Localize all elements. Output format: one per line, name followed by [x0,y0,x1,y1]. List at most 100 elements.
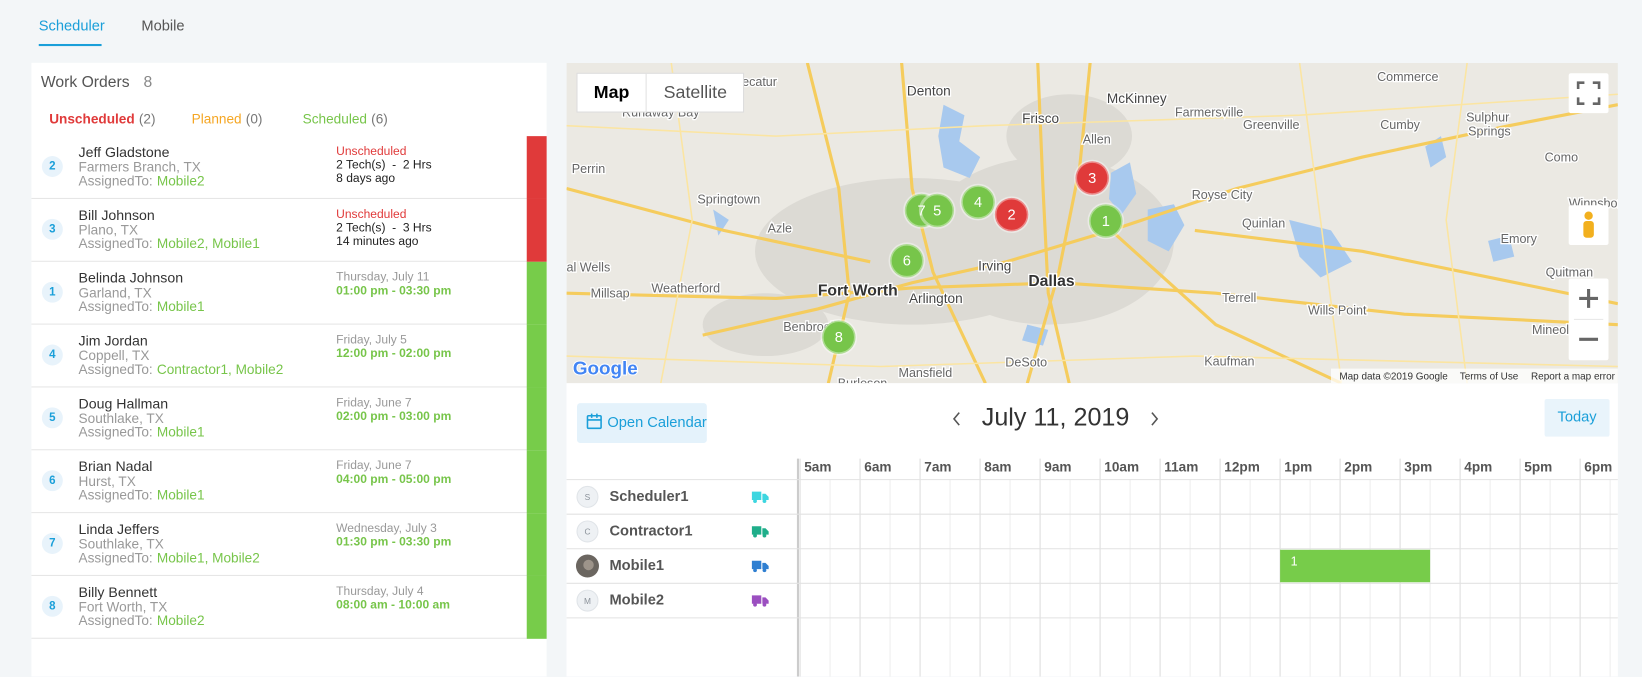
fullscreen-button[interactable] [1568,73,1609,114]
place-label: Emory [1501,232,1538,246]
truck-icon [751,491,769,501]
place-label: Dallas [1028,273,1074,290]
place-label: Como [1545,150,1578,164]
place-label: Burleson [838,377,888,384]
work-order-row[interactable]: 7 Linda Jeffers Southlake, TX AssignedTo: Mo… [31,513,547,576]
button-bg [577,403,707,443]
assigned-label: AssignedTo: [78,549,153,566]
marker-label: 4 [974,195,982,211]
map-type-button[interactable]: Satellite [664,82,727,102]
map-marker [1087,202,1125,240]
map-marker [888,242,926,280]
status-bar [526,450,547,514]
schedule-line: Thursday, July 4 [336,585,424,598]
customer-name: Jeff Gladstone [78,144,170,161]
resource-initial: C [584,527,590,537]
place-label: Fort Worth [818,282,898,299]
assigned-to: Mobile2 [156,612,205,629]
truck-wheel [753,533,757,538]
filter-label: Scheduled [302,111,367,127]
prev-day[interactable] [952,412,960,426]
work-order-row[interactable]: 5 Doug Hallman Southlake, TX AssignedTo: Mob… [31,387,547,451]
calendar-date: July 11, 2019 [982,404,1130,432]
hour-label: 6am [864,460,891,475]
place-label: Springs [1468,124,1511,138]
hour-label: 4pm [1464,460,1492,475]
place-label: Mansfield [898,366,952,380]
customer-name: Doug Hallman [78,395,169,412]
customer-location: Southlake, TX [78,410,164,427]
schedule-line: Friday, June 7 [336,396,412,410]
map-marker [993,196,1030,234]
hour-label: 8am [984,460,1011,475]
marker-label: 1 [1102,214,1110,230]
place-label: Quinlan [1242,216,1285,230]
schedule-line: 8 days ago [336,172,396,186]
attribution-strip [1330,368,1618,384]
place-label: Kaufman [1204,355,1254,369]
today-label: Today [1558,410,1598,426]
truck-icon [751,595,769,604]
filter-tab[interactable]: Unscheduled (2) [49,111,155,127]
place-label: Greenville [1243,118,1300,132]
work-order-row[interactable]: 6 Brian Nadal Hurst, TX AssignedTo: Mobile1 F… [31,450,547,514]
calendar-event[interactable] [1280,549,1431,583]
hour-label: 1pm [1284,460,1312,475]
open-calendar-button[interactable] [577,403,707,443]
panel-title: Work Orders [40,73,130,92]
truck-wheel [753,568,757,573]
hour-label: 5am [804,460,831,475]
work-order-row[interactable]: 8 Billy Bennett Fort Worth, TX AssignedTo: M… [31,575,547,639]
work-order-row[interactable]: 4 Jim Jordan Coppell, TX AssignedTo: Contrac… [31,324,547,388]
tab[interactable]: Scheduler [38,16,105,34]
assigned: AssignedTo: Mobile2, Mobile1 [79,236,260,252]
resource-name: Contractor1 [609,523,692,539]
filter-count: (0) [245,111,263,127]
place-label: Terrell [1222,291,1256,305]
tab[interactable]: Mobile [141,16,185,34]
assigned-to: Mobile1 [156,424,205,440]
schedule-line: 08:00 am - 10:00 am [336,598,450,612]
work-order-row[interactable]: 3 Bill Johnson Plano, TX AssignedTo: Mobile2… [31,198,547,262]
resource-name: Mobile2 [609,592,664,608]
map-type-control[interactable] [576,72,745,113]
map-type-button[interactable]: Map [594,82,630,102]
filter-tab[interactable]: Scheduled (6) [303,111,388,127]
order-id: 2 [41,156,63,177]
resource-avatar [576,520,599,543]
marker-label: 7 [917,203,925,219]
map-attribution: Terms of Use [1460,372,1519,383]
next-day[interactable] [1151,412,1159,426]
customer-location: Plano, TX [78,222,139,238]
google-logo: Google [573,358,638,379]
place-label: Perrin [572,162,605,176]
work-order-row[interactable]: 1 Belinda Johnson Garland, TX AssignedTo: Mo… [31,261,547,325]
place-label: Frisco [1022,111,1059,126]
order-id: 7 [41,533,63,554]
customer-location: Garland, TX [78,284,152,301]
place-label: Weatherford [651,281,720,295]
schedule-line: 01:00 pm - 03:30 pm [336,284,452,298]
schedule-line: 04:00 pm - 05:00 pm [336,473,452,486]
pegman-body [1583,220,1594,238]
zoom-in-icon[interactable] [1579,289,1599,308]
hour-label: 9am [1044,460,1071,475]
hour-label: 7am [924,460,951,475]
roads [566,62,1618,384]
work-order-row[interactable]: 2 Jeff Gladstone Farmers Branch, TX Assigne… [31,136,547,199]
status-bar [526,198,547,262]
order-id: 3 [41,218,63,240]
zoom-control[interactable] [1568,278,1609,361]
order-id: 1 [41,281,63,303]
today-button[interactable] [1544,398,1610,437]
place-label: Allen [1083,133,1111,147]
assigned-label: AssignedTo: [78,235,153,252]
truck-wheel [753,602,757,607]
pegman-button[interactable] [1568,205,1609,246]
resource-initial: S [585,492,591,502]
filter-tab[interactable]: Planned (0) [192,111,263,127]
place-label: Royse City [1192,188,1253,202]
marker-label: 2 [1008,208,1016,224]
assigned-to: Mobile1, Mobile2 [156,549,260,566]
